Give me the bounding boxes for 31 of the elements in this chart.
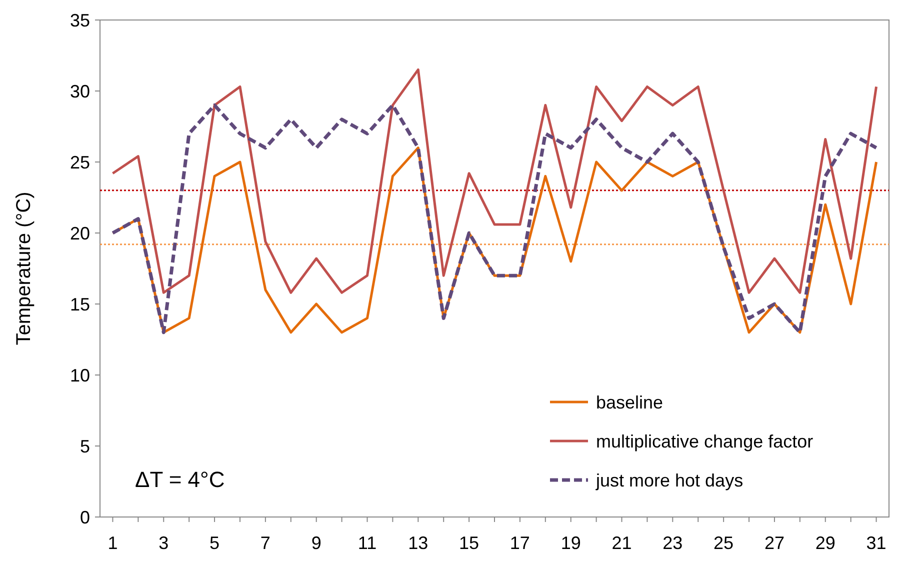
x-tick-label: 17 [510,533,530,553]
legend-label: baseline [596,392,664,412]
y-tick-label: 30 [70,81,90,102]
x-tick-label: 15 [459,533,480,553]
x-tick-label: 19 [560,533,581,553]
x-tick-label: 21 [612,533,632,553]
x-tick-label: 3 [158,533,169,553]
x-tick-label: 7 [260,533,270,553]
x-tick-label: 13 [408,533,428,553]
x-tick-label: 31 [866,533,886,553]
y-axis-title: Temperature (°C) [13,192,35,346]
y-tick-label: 15 [70,294,90,314]
legend-label: just more hot days [595,470,744,490]
y-tick-label: 10 [70,365,90,386]
x-tick-label: 25 [714,533,734,553]
x-tick-label: 1 [108,533,118,553]
x-tick-label: 29 [815,533,836,553]
annotation: ΔT = 4°C [135,467,225,492]
x-tick-label: 9 [311,533,322,553]
line-series [111,68,878,294]
line-series [110,103,878,334]
y-tick-label: 0 [80,507,90,528]
y-tick-label: 35 [70,10,90,30]
y-tick-label: 20 [70,223,90,244]
x-tick-label: 5 [210,533,220,553]
x-tick-label: 27 [764,533,784,553]
legend-label: multiplicative change factor [596,431,814,452]
y-tick-label: 5 [80,436,90,456]
x-tick-label: 11 [358,533,377,553]
y-tick-label: 25 [70,152,90,172]
x-tick-label: 23 [662,533,683,553]
